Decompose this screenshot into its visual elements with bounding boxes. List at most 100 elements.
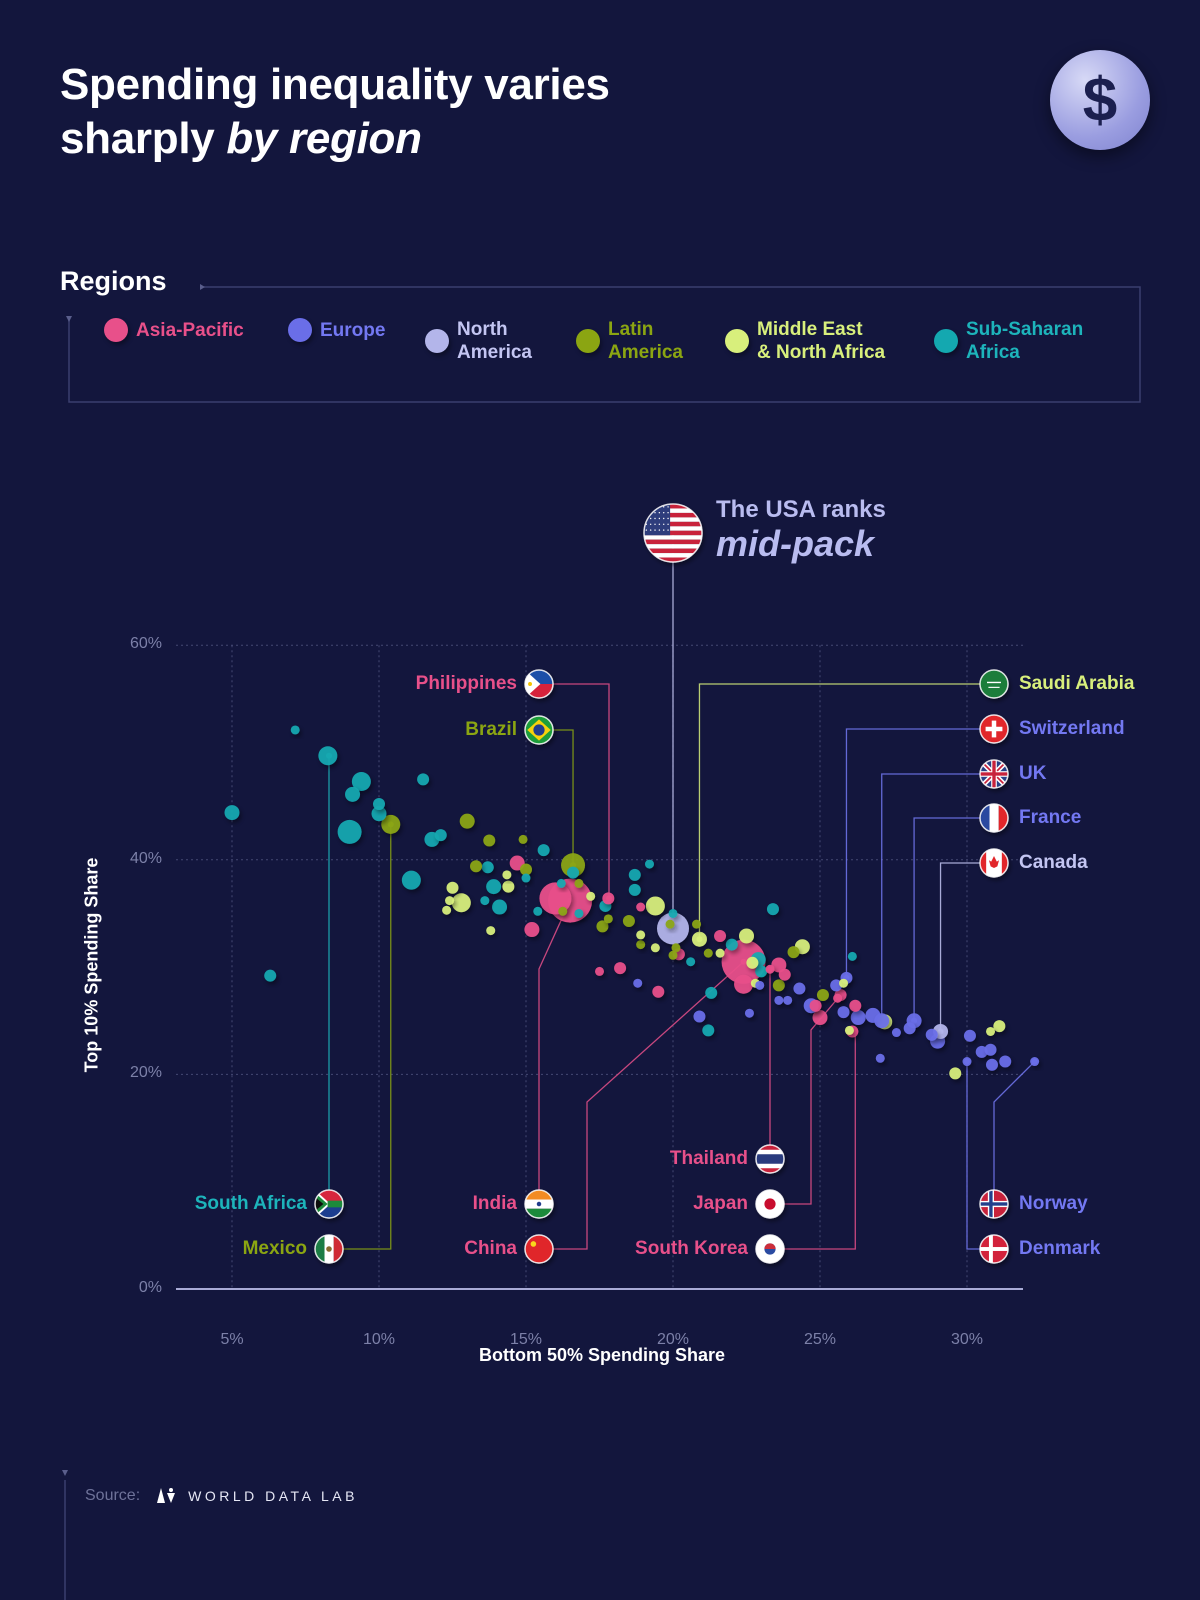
bubble-la[interactable] (596, 920, 609, 933)
bubble-ss[interactable] (644, 859, 654, 869)
bubble-eu[interactable] (774, 995, 784, 1005)
bubble-la[interactable] (772, 979, 785, 992)
bubble-eu[interactable] (984, 1043, 997, 1056)
bubble-la[interactable] (574, 878, 584, 888)
bubble-ap[interactable] (734, 974, 754, 994)
bubble-me[interactable] (586, 891, 596, 901)
bubble-ss[interactable] (755, 965, 768, 978)
bubble-ss[interactable] (686, 957, 696, 967)
bubble-la[interactable] (470, 860, 483, 873)
bubble-la[interactable] (692, 919, 702, 929)
bubble-ap[interactable] (614, 962, 627, 975)
bubble-ap[interactable] (524, 922, 540, 938)
bubble-ss[interactable] (417, 773, 430, 786)
bubble-ap[interactable] (721, 939, 766, 984)
bubble-la[interactable] (703, 948, 713, 958)
bubble-me[interactable] (844, 1025, 854, 1035)
bubble-ss[interactable] (521, 873, 531, 883)
bubble-eu[interactable] (875, 1053, 885, 1063)
bubble-ss[interactable] (373, 798, 385, 811)
bubble-me[interactable] (993, 1020, 1006, 1033)
bubble-ap[interactable] (771, 957, 787, 973)
bubble-eu[interactable] (999, 1055, 1012, 1068)
bubble-eu[interactable] (962, 1057, 972, 1067)
bubble-la[interactable] (816, 988, 829, 1001)
bubble-me[interactable] (502, 880, 515, 893)
bubble-la[interactable] (603, 914, 613, 924)
bubble-eu[interactable] (633, 978, 643, 988)
bubble-la[interactable] (520, 863, 532, 876)
bubble-me[interactable] (645, 896, 665, 916)
bubble-eu[interactable] (744, 1008, 754, 1018)
bubble-ss[interactable] (401, 870, 421, 890)
bubble-me[interactable] (636, 930, 646, 940)
bubble-ss[interactable] (705, 986, 718, 999)
bubble-eu[interactable] (963, 1029, 976, 1042)
bubble-me[interactable] (502, 870, 512, 880)
bubble-la[interactable] (558, 906, 568, 916)
bubble-ss[interactable] (480, 896, 490, 906)
bubble-la[interactable] (636, 940, 646, 950)
bubble-me[interactable] (746, 956, 759, 969)
bubble-la[interactable] (622, 914, 635, 927)
bubble-la[interactable] (668, 950, 678, 960)
bubble-ss[interactable] (318, 746, 338, 766)
bubble-ap[interactable] (714, 929, 727, 942)
bubble-ap[interactable] (778, 968, 791, 981)
bubble-ss[interactable] (486, 879, 502, 895)
bubble-ss[interactable] (574, 908, 584, 918)
bubble-ap[interactable] (652, 985, 665, 998)
bubble-ap[interactable] (849, 999, 862, 1012)
bubble-eu[interactable] (985, 1058, 998, 1071)
bubble-ss[interactable] (668, 908, 678, 918)
bubble-me[interactable] (451, 893, 471, 913)
bubble-la[interactable] (459, 813, 475, 829)
bubble-la[interactable] (381, 814, 401, 834)
bubble-ss[interactable] (702, 1024, 715, 1037)
bubble-ss[interactable] (567, 866, 580, 879)
bubble-eu[interactable] (783, 995, 793, 1005)
bubble-la[interactable] (483, 834, 496, 847)
bubble-ss[interactable] (345, 786, 361, 802)
bubble-me[interactable] (839, 978, 849, 988)
bubble-eu[interactable] (874, 1013, 890, 1029)
bubble-ap[interactable] (833, 993, 843, 1003)
bubble-me[interactable] (442, 905, 452, 915)
bubble-ss[interactable] (725, 938, 738, 951)
bubble-me[interactable] (445, 896, 455, 906)
bubble-ap[interactable] (602, 892, 615, 905)
bubble-eu[interactable] (925, 1028, 938, 1041)
bubble-la[interactable] (671, 943, 681, 953)
bubble-ss[interactable] (537, 844, 550, 857)
bubble-ss[interactable] (847, 951, 857, 961)
bubble-ss[interactable] (290, 725, 300, 735)
bubble-ap[interactable] (812, 1010, 828, 1026)
bubble-na[interactable] (657, 912, 689, 945)
bubble-me[interactable] (446, 881, 459, 894)
bubble-eu[interactable] (755, 980, 765, 990)
bubble-eu[interactable] (693, 1010, 706, 1023)
bubble-ss[interactable] (434, 829, 447, 842)
bubble-ap[interactable] (765, 964, 775, 974)
bubble-me[interactable] (986, 1026, 996, 1036)
bubble-ss[interactable] (337, 819, 362, 844)
bubble-ap[interactable] (636, 902, 646, 912)
bubble-ss[interactable] (371, 806, 387, 822)
bubble-la[interactable] (561, 853, 586, 878)
bubble-eu[interactable] (850, 1010, 866, 1026)
bubble-ss[interactable] (224, 805, 240, 821)
bubble-eu[interactable] (837, 1006, 850, 1019)
bubble-me[interactable] (739, 928, 754, 944)
bubble-ss[interactable] (533, 906, 543, 916)
bubble-ss[interactable] (556, 878, 566, 888)
bubble-me[interactable] (650, 943, 660, 953)
bubble-ss[interactable] (766, 903, 779, 916)
bubble-ss[interactable] (481, 861, 494, 874)
bubble-ss[interactable] (628, 868, 641, 881)
bubble-me[interactable] (486, 926, 496, 936)
bubble-eu[interactable] (903, 1022, 916, 1035)
bubble-ss[interactable] (628, 883, 641, 896)
bubble-ss[interactable] (264, 969, 277, 982)
bubble-me[interactable] (691, 931, 707, 947)
bubble-eu[interactable] (793, 982, 806, 995)
